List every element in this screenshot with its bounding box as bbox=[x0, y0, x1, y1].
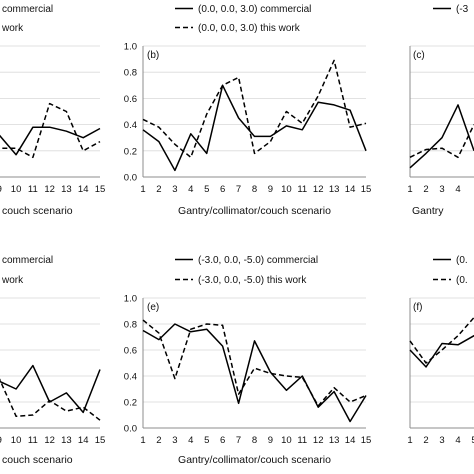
series-line-this-work bbox=[0, 102, 101, 159]
x-tick-label: 3 bbox=[172, 435, 177, 446]
legend-label: commercial bbox=[2, 4, 53, 15]
x-tick-label: 3 bbox=[439, 184, 444, 195]
x-tick-label: 12 bbox=[313, 184, 324, 195]
x-tick-label: 1 bbox=[140, 184, 145, 195]
x-tick-label: 12 bbox=[313, 435, 324, 446]
x-tick-label: 10 bbox=[11, 435, 22, 446]
x-tick-label: 2 bbox=[156, 184, 161, 195]
x-tick-label: 6 bbox=[220, 435, 225, 446]
x-tick-label: 6 bbox=[220, 184, 225, 195]
legend-label: (-3.0, 0.0, -5.0) commercial bbox=[198, 255, 318, 266]
x-tick-label: 3 bbox=[172, 184, 177, 195]
x-tick-label: 9 bbox=[268, 184, 273, 195]
x-tick-label: 11 bbox=[28, 435, 38, 446]
x-tick-label: 4 bbox=[188, 184, 193, 195]
panel-label: (b) bbox=[147, 50, 159, 61]
y-tick-label: 0.8 bbox=[124, 320, 137, 331]
series-line-commercial bbox=[0, 126, 101, 156]
x-tick-label: 8 bbox=[252, 184, 257, 195]
legend-label: (0. bbox=[456, 275, 468, 286]
x-tick-label: 15 bbox=[361, 184, 372, 195]
x-tick-label: 8 bbox=[252, 435, 257, 446]
x-tick-label: 2 bbox=[423, 184, 428, 195]
x-tick-label: 2 bbox=[423, 435, 428, 446]
x-tick-label: 9 bbox=[0, 435, 2, 446]
x-tick-label: 12 bbox=[44, 435, 55, 446]
legend-label: (0.0, 0.0, 3.0) this work bbox=[198, 23, 301, 34]
x-tick-label: 11 bbox=[28, 184, 38, 195]
x-tick-label: 4 bbox=[455, 435, 460, 446]
series-line-commercial bbox=[142, 84, 367, 172]
y-tick-label: 0.8 bbox=[124, 68, 137, 79]
x-tick-label: 14 bbox=[78, 184, 89, 195]
x-tick-label: 14 bbox=[78, 435, 89, 446]
x-tick-label: 13 bbox=[329, 435, 340, 446]
x-tick-label: 9 bbox=[0, 184, 2, 195]
y-tick-label: 0.4 bbox=[124, 120, 137, 131]
x-tick-label: 1 bbox=[407, 435, 412, 446]
y-tick-label: 1.0 bbox=[124, 294, 137, 305]
y-tick-label: 0.2 bbox=[124, 146, 137, 157]
x-axis-label: couch scenario bbox=[2, 454, 73, 466]
y-tick-label: 1.0 bbox=[124, 42, 137, 53]
x-tick-label: 7 bbox=[236, 435, 241, 446]
x-tick-label: 15 bbox=[361, 435, 372, 446]
x-tick-label: 9 bbox=[268, 435, 273, 446]
x-tick-label: 1 bbox=[407, 184, 412, 195]
panel-label: (e) bbox=[147, 302, 159, 313]
legend-label: work bbox=[1, 275, 24, 286]
y-tick-label: 0.0 bbox=[124, 424, 137, 435]
series-line-this-work bbox=[142, 59, 367, 159]
legend-label: (-3.0, 0.0, -5.0) this work bbox=[198, 275, 307, 286]
y-tick-label: 0.6 bbox=[124, 94, 137, 105]
x-tick-label: 15 bbox=[95, 184, 106, 195]
x-tick-label: 10 bbox=[281, 435, 292, 446]
series-line-this-work bbox=[409, 124, 474, 159]
x-tick-label: 12 bbox=[44, 184, 55, 195]
x-axis-label: couch scenario bbox=[2, 205, 73, 217]
series-line-this-work bbox=[142, 319, 367, 407]
x-axis-label: Gantry/collimator/couch scenario bbox=[178, 454, 331, 466]
series-line-commercial bbox=[409, 334, 474, 368]
x-tick-label: 13 bbox=[61, 435, 72, 446]
panel-label: (c) bbox=[413, 50, 425, 61]
x-tick-label: 15 bbox=[95, 435, 106, 446]
series-line-this-work bbox=[0, 378, 101, 421]
x-tick-label: 11 bbox=[297, 435, 307, 446]
legend-label: (0.0, 0.0, 3.0) commercial bbox=[198, 4, 311, 15]
x-tick-label: 5 bbox=[471, 435, 474, 446]
x-tick-label: 2 bbox=[156, 435, 161, 446]
x-axis-label: Gantry bbox=[412, 205, 444, 217]
y-tick-label: 0.2 bbox=[124, 398, 137, 409]
x-axis-label: Gantry/collimator/couch scenario bbox=[178, 205, 331, 217]
series-line-this-work bbox=[409, 316, 474, 364]
y-tick-label: 0.0 bbox=[124, 173, 137, 184]
x-tick-label: 14 bbox=[345, 184, 356, 195]
x-tick-label: 3 bbox=[439, 435, 444, 446]
x-tick-label: 1 bbox=[140, 435, 145, 446]
x-tick-label: 4 bbox=[455, 184, 460, 195]
x-tick-label: 5 bbox=[204, 184, 209, 195]
series-line-commercial bbox=[0, 364, 101, 414]
legend-label: (0. bbox=[456, 255, 468, 266]
y-tick-label: 0.6 bbox=[124, 346, 137, 357]
series-line-commercial bbox=[142, 323, 367, 423]
x-tick-label: 11 bbox=[297, 184, 307, 195]
x-tick-label: 7 bbox=[236, 184, 241, 195]
x-tick-label: 13 bbox=[329, 184, 340, 195]
panel-label: (f) bbox=[413, 302, 422, 313]
x-tick-label: 13 bbox=[61, 184, 72, 195]
legend-label: (-3 bbox=[456, 4, 469, 15]
x-tick-label: 4 bbox=[188, 435, 193, 446]
x-tick-label: 10 bbox=[281, 184, 292, 195]
legend-label: commercial bbox=[2, 255, 53, 266]
x-tick-label: 5 bbox=[204, 435, 209, 446]
x-tick-label: 10 bbox=[11, 184, 22, 195]
series-line-commercial bbox=[409, 104, 474, 169]
y-tick-label: 0.4 bbox=[124, 372, 137, 383]
x-tick-label: 14 bbox=[345, 435, 356, 446]
legend-label: work bbox=[1, 23, 24, 34]
